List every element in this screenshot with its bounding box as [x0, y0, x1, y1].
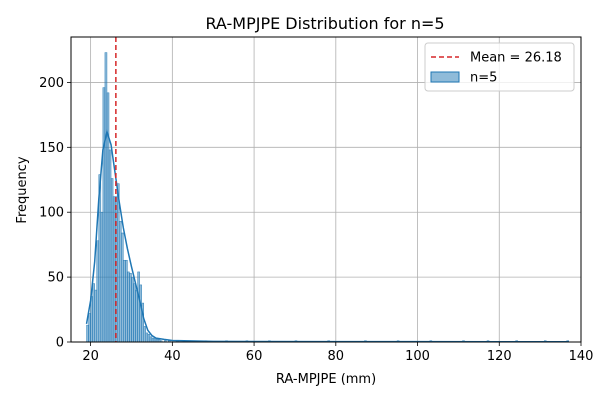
y-tick-label: 50: [47, 271, 64, 286]
kde-curve-layer: [85, 128, 569, 343]
legend-n5-swatch: [430, 71, 460, 83]
y-axis-ticks: 0 50 100 150 200: [39, 76, 71, 351]
legend: Mean = 26.18 n=5: [424, 42, 575, 92]
x-tick-label: 40: [164, 349, 181, 364]
histogram-bar: [110, 178, 114, 343]
x-tick-label: 120: [487, 349, 512, 364]
histogram-bar: [108, 149, 112, 343]
histogram-bar: [104, 52, 108, 343]
histogram-bar: [96, 240, 100, 343]
histogram-bar: [151, 337, 155, 343]
x-tick-label: 60: [246, 349, 263, 364]
histogram-bar: [127, 271, 130, 343]
y-tick-label: 100: [39, 206, 64, 221]
x-axis-ticks: 20 40 60 80 100 120 140: [82, 342, 593, 364]
histogram-bar: [112, 196, 116, 343]
y-tick-label: 200: [39, 76, 64, 91]
legend-mean-label: Mean = 26.18: [470, 51, 562, 66]
histogram-bar: [88, 313, 91, 343]
histogram-bar: [139, 284, 142, 343]
histogram-bar: [92, 283, 95, 343]
histogram-bar: [137, 271, 140, 343]
kde-curve: [85, 128, 569, 343]
chart-title: RA-MPJPE Distribution for n=5: [205, 14, 444, 33]
histogram-bar: [86, 324, 89, 343]
histogram-bar: [133, 283, 136, 343]
histogram-bar: [131, 276, 134, 343]
x-tick-label: 140: [569, 349, 594, 364]
legend-n5-label: n=5: [470, 71, 497, 86]
histogram-bar: [129, 272, 132, 343]
histogram-bar: [118, 221, 122, 343]
plot-frame: [70, 36, 582, 343]
histogram-bar: [100, 211, 104, 343]
histogram-bar: [90, 296, 93, 343]
legend-box: [424, 42, 575, 92]
histogram-bar: [147, 333, 151, 343]
histogram-bar: [135, 289, 138, 343]
y-tick-label: 150: [39, 141, 64, 156]
histogram-bar: [106, 92, 110, 343]
histogram-bar: [94, 289, 97, 343]
histogram-bar: [123, 259, 126, 343]
x-tick-label: 80: [328, 349, 345, 364]
x-tick-label: 100: [405, 349, 430, 364]
histogram-bar: [121, 232, 124, 343]
y-tick-label: 0: [56, 336, 64, 351]
x-tick-label: 20: [82, 349, 99, 364]
histogram-bar: [143, 326, 147, 343]
histogram-bar: [102, 87, 106, 343]
histogram-bar: [125, 259, 128, 343]
y-axis-label: Frequency: [15, 156, 30, 223]
x-axis-label: RA-MPJPE (mm): [276, 372, 376, 387]
histogram-bar: [116, 183, 120, 343]
histogram-bar: [145, 332, 149, 343]
histogram-bar: [149, 336, 153, 343]
